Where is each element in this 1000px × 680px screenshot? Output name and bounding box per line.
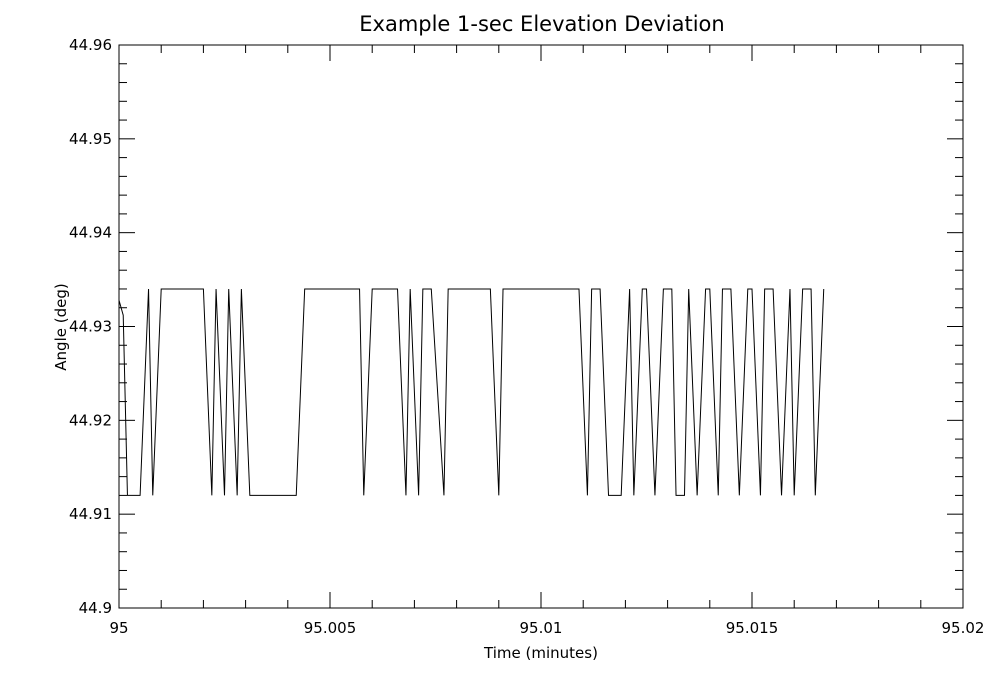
y-tick-label: 44.95 (69, 130, 112, 148)
x-axis-label: Time (minutes) (483, 644, 598, 662)
x-tick-label: 95.015 (726, 619, 779, 637)
x-tick-label: 95.005 (304, 619, 357, 637)
y-axis-label: Angle (deg) (52, 283, 70, 370)
x-tick-label: 95.02 (942, 619, 985, 637)
y-tick-label: 44.93 (69, 318, 112, 336)
y-tick-labels: 44.9 44.91 44.92 44.93 44.94 44.95 44.96 (69, 36, 112, 617)
y-tick-label: 44.91 (69, 505, 112, 523)
series-line (118, 288, 825, 496)
x-tick-label: 95 (109, 619, 128, 637)
plot-frame (118, 44, 964, 609)
x-tick-label: 95.01 (520, 619, 563, 637)
chart-title: Example 1-sec Elevation Deviation (359, 12, 724, 36)
y-tick-label: 44.92 (69, 411, 112, 429)
x-tick-labels: 95 95.005 95.01 95.015 95.02 (109, 619, 984, 637)
y-tick-label: 44.9 (79, 599, 112, 617)
y-tick-label: 44.94 (69, 224, 112, 242)
axis-ticks (118, 44, 964, 609)
y-tick-label: 44.96 (69, 36, 112, 54)
